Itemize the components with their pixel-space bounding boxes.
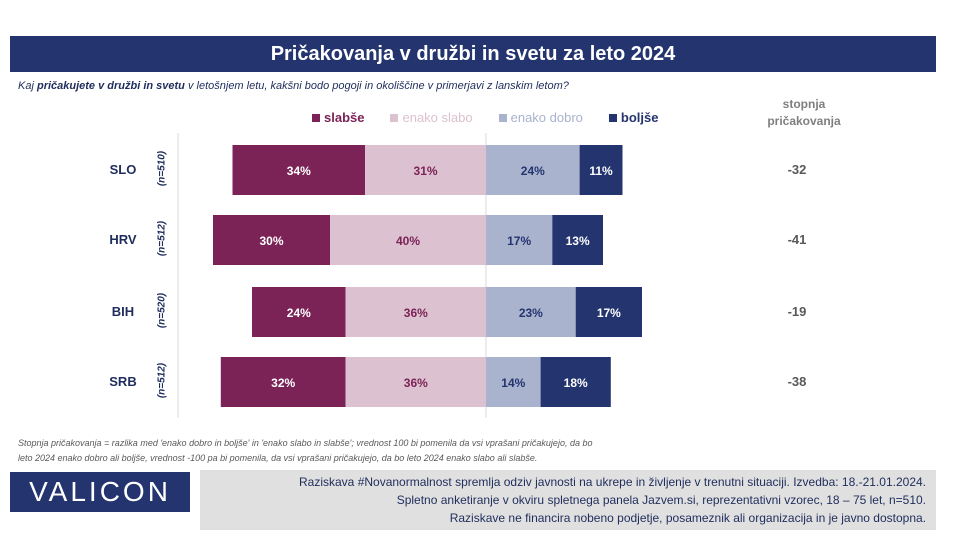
data-label-srb-3: 18% bbox=[564, 376, 588, 390]
category-label: HRV bbox=[109, 232, 137, 247]
stopnja-value: -41 bbox=[787, 232, 807, 247]
valicon-logo: VALICON bbox=[10, 472, 190, 512]
data-label-srb-1: 36% bbox=[404, 376, 428, 390]
data-label-slo-0: 34% bbox=[287, 164, 311, 178]
legend-label: boljše bbox=[620, 110, 659, 125]
footer-line: Raziskava #Novanormalnost spremlja odziv… bbox=[299, 475, 926, 489]
bar-bih-2 bbox=[486, 287, 576, 337]
bar-srb-2 bbox=[486, 357, 541, 407]
bar-slo-3 bbox=[579, 145, 623, 195]
stopnja-header-line: stopnja bbox=[782, 97, 826, 111]
legend-label: slabše bbox=[324, 110, 365, 125]
footnote: Stopnja pričakovanja = razlika med 'enak… bbox=[18, 436, 658, 466]
legend-swatch bbox=[498, 113, 507, 122]
data-label-srb-2: 14% bbox=[501, 376, 525, 390]
category-label: SLO bbox=[109, 162, 137, 177]
stopnja-header: stopnja pričakovanja bbox=[744, 96, 864, 130]
bar-bih-0 bbox=[252, 287, 346, 337]
bar-srb-3 bbox=[540, 357, 611, 407]
sample-size-label: (n=510) bbox=[156, 150, 168, 187]
data-label-hrv-2: 17% bbox=[507, 234, 531, 248]
data-label-slo-1: 31% bbox=[414, 164, 438, 178]
legend-item-boljse: boljše bbox=[608, 110, 659, 125]
legend-label: enako slabo bbox=[402, 110, 473, 125]
bar-srb-0 bbox=[220, 357, 346, 407]
survey-question: Kaj pričakujete v družbi in svetu v leto… bbox=[18, 80, 569, 92]
stopnja-header-line: pričakovanja bbox=[767, 114, 841, 128]
bar-hrv-1 bbox=[330, 215, 486, 265]
footnote-line: Stopnja pričakovanja = razlika med 'enak… bbox=[18, 438, 593, 448]
sample-size-label: (n=520) bbox=[156, 292, 168, 329]
data-label-hrv-0: 30% bbox=[259, 234, 283, 248]
legend-item-enako-dobro: enako dobro bbox=[498, 110, 583, 125]
data-label-bih-2: 23% bbox=[519, 306, 543, 320]
stopnja-value: -19 bbox=[787, 304, 807, 319]
bar-srb-1 bbox=[345, 357, 486, 407]
stopnja-value: -38 bbox=[787, 374, 807, 389]
footnote-line: leto 2024 enako dobro ali boljše, vredno… bbox=[18, 453, 538, 463]
data-label-slo-2: 24% bbox=[521, 164, 545, 178]
sample-size-label: (n=512) bbox=[156, 220, 168, 257]
bar-hrv-0 bbox=[213, 215, 330, 265]
bar-slo-0 bbox=[232, 145, 366, 195]
legend-swatch bbox=[312, 113, 320, 122]
bar-hrv-2 bbox=[486, 215, 553, 265]
legend-label: enako dobro bbox=[510, 110, 583, 125]
bar-slo-2 bbox=[486, 145, 580, 195]
bar-hrv-3 bbox=[552, 215, 603, 265]
stopnja-value: -32 bbox=[787, 162, 807, 177]
legend: slabše enako slabo enako dobro boljše bbox=[312, 110, 684, 125]
category-label: BIH bbox=[111, 304, 135, 319]
bar-bih-3 bbox=[575, 287, 642, 337]
bar-bih-1 bbox=[345, 287, 486, 337]
data-label-hrv-1: 40% bbox=[396, 234, 420, 248]
sample-size-label: (n=512) bbox=[156, 362, 168, 399]
data-label-bih-1: 36% bbox=[404, 306, 428, 320]
data-label-srb-0: 32% bbox=[271, 376, 295, 390]
legend-swatch bbox=[390, 113, 399, 122]
legend-swatch bbox=[608, 113, 617, 122]
bar-slo-1 bbox=[365, 145, 486, 195]
chart-title: Pričakovanja v družbi in svetu za leto 2… bbox=[10, 36, 936, 72]
footer-line: Raziskave ne financira nobeno podjetje, … bbox=[449, 511, 926, 525]
data-label-slo-3: 11% bbox=[589, 164, 613, 178]
data-label-hrv-3: 13% bbox=[566, 234, 590, 248]
footer-line: Spletno anketiranje v okviru spletnega p… bbox=[396, 493, 926, 507]
data-label-bih-3: 17% bbox=[597, 306, 621, 320]
legend-item-slabse: slabše bbox=[312, 110, 364, 125]
data-label-bih-0: 24% bbox=[287, 306, 311, 320]
category-label: SRB bbox=[109, 374, 137, 389]
footer-info: Raziskava #Novanormalnost spremlja odziv… bbox=[200, 470, 936, 530]
legend-item-enako-slabo: enako slabo bbox=[390, 110, 473, 125]
